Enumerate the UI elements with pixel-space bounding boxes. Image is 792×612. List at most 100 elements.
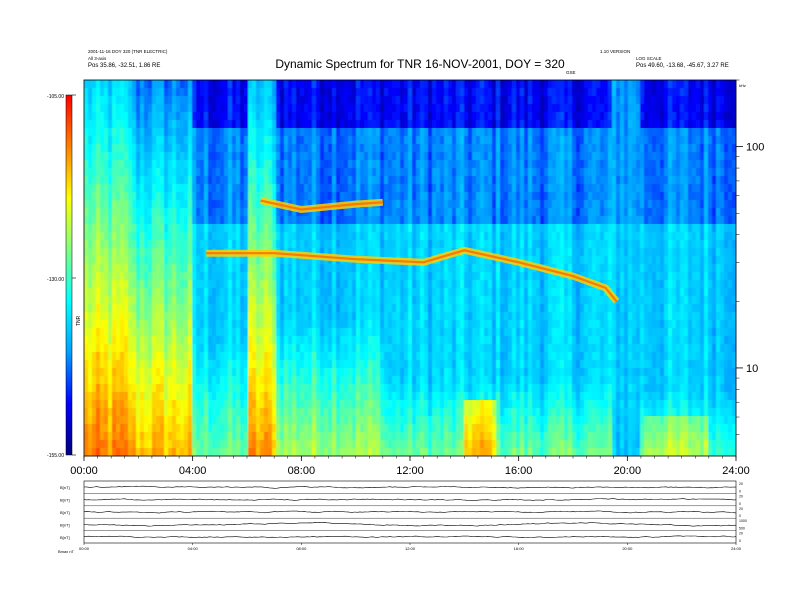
heatmap-cell — [176, 280, 181, 289]
heatmap-cell — [152, 104, 157, 113]
heatmap-cell — [256, 424, 261, 433]
heatmap-cell — [128, 304, 133, 313]
heatmap-cell — [456, 288, 461, 297]
heatmap-cell — [456, 328, 461, 337]
heatmap-cell — [288, 280, 293, 289]
heatmap-cell — [408, 424, 413, 433]
heatmap-cell — [108, 296, 113, 305]
heatmap-cell — [312, 104, 317, 113]
heatmap-cell — [356, 360, 361, 369]
heatmap-cell — [336, 248, 341, 257]
heatmap-cell — [172, 192, 177, 201]
heatmap-cell — [436, 320, 441, 329]
heatmap-cell — [164, 408, 169, 417]
heatmap-cell — [152, 312, 157, 321]
heatmap-cell — [200, 296, 205, 305]
heatmap-cell — [136, 352, 141, 361]
heatmap-cell — [84, 352, 89, 361]
heatmap-cell — [148, 104, 153, 113]
heatmap-cell — [280, 240, 285, 249]
heatmap-cell — [124, 312, 129, 321]
heatmap-cell — [132, 224, 137, 233]
heatmap-cell — [276, 384, 281, 393]
heatmap-cell — [256, 440, 261, 449]
heatmap-cell — [208, 432, 213, 441]
heatmap-cell — [412, 176, 417, 185]
heatmap-cell — [420, 320, 425, 329]
heatmap-cell — [332, 136, 337, 145]
heatmap-cell — [352, 432, 357, 441]
heatmap-cell — [412, 104, 417, 113]
heatmap-cell — [384, 432, 389, 441]
heatmap-cell — [120, 248, 125, 257]
heatmap-cell — [480, 240, 485, 249]
heatmap-cell — [468, 208, 473, 217]
heatmap-cell — [424, 416, 429, 425]
heatmap-cell — [296, 152, 301, 161]
heatmap-cell — [368, 400, 373, 409]
heatmap-cell — [188, 128, 193, 137]
heatmap-cell — [336, 128, 341, 137]
heatmap-cell — [348, 360, 353, 369]
heatmap-cell — [252, 304, 257, 313]
heatmap-cell — [188, 160, 193, 169]
heatmap-cell — [488, 400, 493, 409]
heatmap-cell — [480, 224, 485, 233]
heatmap-cell — [160, 280, 165, 289]
heatmap-cell — [104, 336, 109, 345]
heatmap-cell — [460, 344, 465, 353]
heatmap-cell — [464, 160, 469, 169]
heatmap-cell — [268, 336, 273, 345]
heatmap-cell — [392, 296, 397, 305]
heatmap-cell — [120, 352, 125, 361]
heatmap-cell — [224, 208, 229, 217]
heatmap-cell — [204, 136, 209, 145]
heatmap-cell — [412, 168, 417, 177]
heatmap-cell — [392, 184, 397, 193]
heatmap-cell — [200, 336, 205, 345]
heatmap-cell — [464, 264, 469, 273]
heatmap-cell — [96, 88, 101, 97]
heatmap-cell — [424, 128, 429, 137]
heatmap-cell — [124, 424, 129, 433]
heatmap-cell — [128, 296, 133, 305]
heatmap-cell — [164, 360, 169, 369]
heatmap-cell — [300, 200, 305, 209]
heatmap-cell — [152, 336, 157, 345]
heatmap-cell — [320, 216, 325, 225]
heatmap-cell — [352, 288, 357, 297]
heatmap-cell — [260, 144, 265, 153]
heatmap-cell — [200, 224, 205, 233]
heatmap-cell — [88, 112, 93, 121]
heatmap-cell — [208, 88, 213, 97]
heatmap-cell — [304, 112, 309, 121]
heatmap-cell — [328, 352, 333, 361]
heatmap-cell — [160, 160, 165, 169]
heatmap-cell — [152, 264, 157, 273]
heatmap-cell — [504, 328, 509, 337]
heatmap-cell — [124, 192, 129, 201]
heatmap-cell — [488, 408, 493, 417]
heatmap-cell — [180, 360, 185, 369]
heatmap-cell — [436, 160, 441, 169]
heatmap-cell — [416, 304, 421, 313]
heatmap-cell — [472, 272, 477, 281]
heatmap-cell — [436, 384, 441, 393]
heatmap-cell — [184, 216, 189, 225]
heatmap-cell — [156, 336, 161, 345]
heatmap-cell — [160, 288, 165, 297]
heatmap-cell — [256, 144, 261, 153]
heatmap-cell — [452, 272, 457, 281]
heatmap-cell — [120, 240, 125, 249]
heatmap-cell — [316, 256, 321, 265]
heatmap-cell — [420, 440, 425, 449]
heatmap-cell — [444, 440, 449, 449]
heatmap-cell — [428, 376, 433, 385]
heatmap-cell — [260, 104, 265, 113]
heatmap-cell — [256, 160, 261, 169]
heatmap-cell — [348, 160, 353, 169]
heatmap-cell — [432, 352, 437, 361]
heatmap-cell — [256, 312, 261, 321]
heatmap-cell — [104, 440, 109, 449]
heatmap-cell — [364, 264, 369, 273]
